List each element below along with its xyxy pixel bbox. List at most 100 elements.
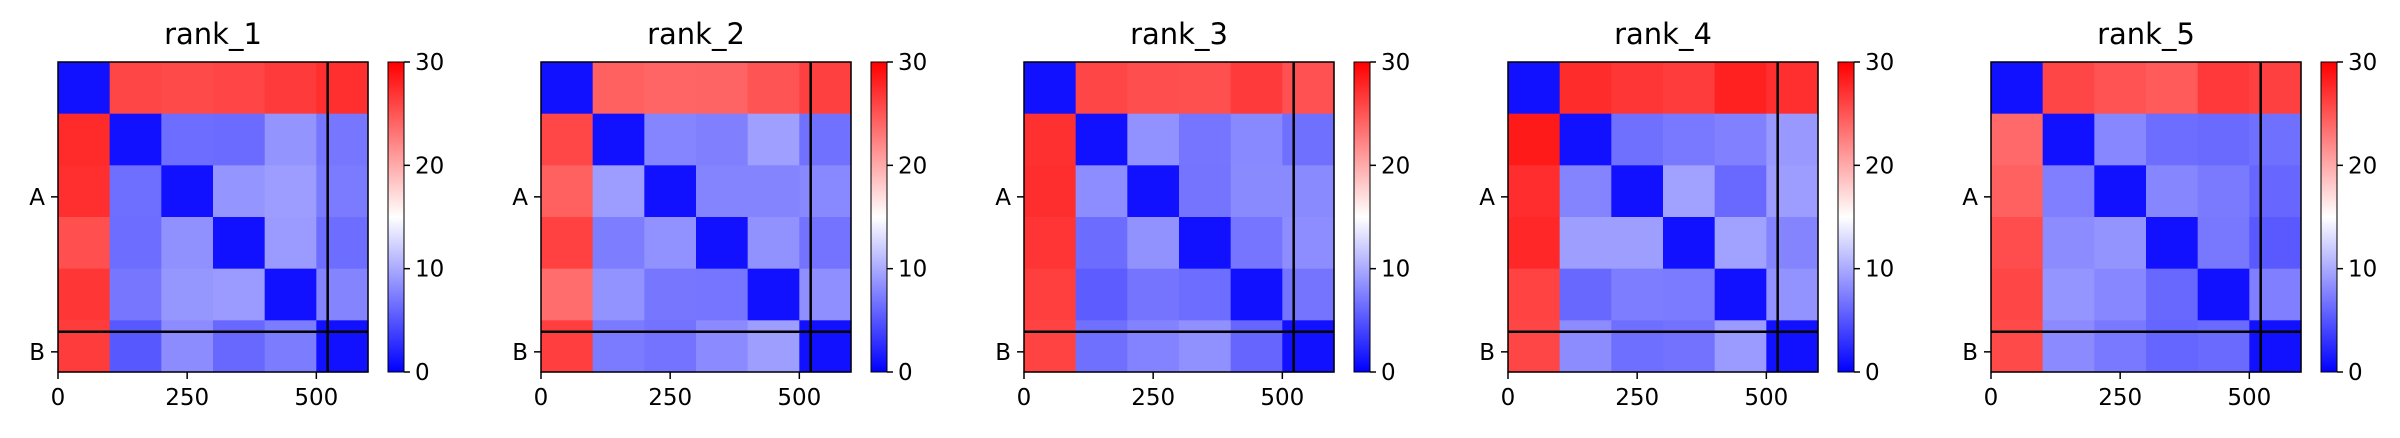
heatmap-cell [1508, 320, 1561, 373]
heatmap-cell [1075, 320, 1128, 373]
heatmap-cell [747, 62, 800, 115]
heatmap-cell [1024, 217, 1077, 270]
heatmap-cell [213, 320, 266, 373]
heatmap-cell [2094, 165, 2147, 218]
heatmap-cell [592, 62, 645, 115]
heatmap-cell [316, 217, 369, 270]
heatmap-cell [1127, 113, 1180, 166]
x-tick-label: 0 [1501, 385, 1516, 411]
heatmap-cell [109, 268, 162, 321]
heatmap-cell [2042, 217, 2095, 270]
heatmap-cell [109, 320, 162, 373]
chain-label-B: B [512, 340, 528, 366]
plot-frame [1023, 61, 1335, 373]
heatmap-cell [264, 113, 317, 166]
colorbar-tick-label: 0 [1381, 360, 1396, 386]
colorbar [387, 61, 405, 373]
heatmap-cell [1179, 165, 1232, 218]
heatmap-cell [1559, 62, 1612, 115]
colorbar [870, 61, 888, 373]
heatmap-cell [2146, 320, 2199, 373]
heatmap-cell [1230, 268, 1283, 321]
heatmap-cell [541, 62, 594, 115]
x-tick-label: 0 [534, 385, 549, 411]
heatmap-cell [1714, 217, 1767, 270]
heatmap-cell [1024, 113, 1077, 166]
heatmap-cell [644, 113, 697, 166]
colorbar [2320, 61, 2338, 373]
heatmap-cell [316, 62, 369, 115]
heatmap-cell [696, 217, 749, 270]
heatmap-cell [1024, 165, 1077, 218]
heatmap-cell [592, 165, 645, 218]
colorbar-tick-label: 10 [415, 257, 444, 283]
colorbar [1837, 61, 1855, 373]
heatmap-cell [1611, 165, 1664, 218]
heatmap-cell [747, 217, 800, 270]
heatmap-cell [1766, 268, 1819, 321]
heatmap-cell [696, 268, 749, 321]
chain-label-A: A [512, 185, 528, 211]
heatmap-cell [264, 165, 317, 218]
heatmap-cell [2094, 217, 2147, 270]
heatmap-cell [109, 165, 162, 218]
heatmap-cell [2094, 62, 2147, 115]
heatmap-cell [58, 165, 111, 218]
heatmap-cell [644, 320, 697, 373]
panel-title: rank_2 [647, 17, 745, 51]
heatmap-cell [1559, 217, 1612, 270]
chain-label-B: B [995, 340, 1011, 366]
heatmap-cell [644, 217, 697, 270]
colorbar-tick-label: 30 [1381, 50, 1410, 76]
heatmap-cell [2146, 217, 2199, 270]
heatmap-cell [1559, 320, 1612, 373]
heatmap-cell [1611, 217, 1664, 270]
heatmap-cell [541, 165, 594, 218]
heatmap-cell [2197, 217, 2250, 270]
heatmap-cell [1714, 320, 1767, 373]
heatmap-cell [1991, 217, 2044, 270]
heatmap-cell [2249, 217, 2302, 270]
colorbar-tick-label: 30 [1865, 50, 1894, 76]
heatmap-cell [1611, 320, 1664, 373]
plot-frame [57, 61, 369, 373]
colorbar-tick-label: 10 [898, 257, 927, 283]
heatmap-cell [1282, 320, 1335, 373]
panel-title: rank_5 [2097, 17, 2195, 51]
chain-label-A: A [1479, 185, 1495, 211]
heatmap-cell [799, 113, 852, 166]
chain-label-B: B [29, 340, 45, 366]
colorbar-tick-label: 20 [415, 153, 444, 179]
heatmap-cell [1127, 217, 1180, 270]
heatmap-cell [1766, 113, 1819, 166]
colorbar-tick-label: 20 [898, 153, 927, 179]
heatmap-cell [1024, 62, 1077, 115]
heatmap-cell [541, 320, 594, 373]
heatmap-cell [541, 113, 594, 166]
heatmap-cell [799, 165, 852, 218]
heatmap-cell [1991, 113, 2044, 166]
heatmap-cell [1559, 165, 1612, 218]
x-tick-label: 250 [2098, 385, 2142, 411]
chain-label-A: A [1962, 185, 1978, 211]
heatmap-cell [1127, 165, 1180, 218]
heatmap-cell [1766, 320, 1819, 373]
heatmap-cell [1611, 268, 1664, 321]
heatmap-cell [1663, 62, 1716, 115]
heatmap-cell [58, 113, 111, 166]
heatmap-cell [316, 320, 369, 373]
heatmap-cell [2197, 113, 2250, 166]
chain-label-B: B [1479, 340, 1495, 366]
heatmap-cell [109, 62, 162, 115]
heatmap-cell [2197, 62, 2250, 115]
heatmap-cell [1282, 165, 1335, 218]
heatmap-cell [161, 62, 214, 115]
heatmap-cell [1611, 113, 1664, 166]
heatmap-cell [2042, 320, 2095, 373]
heatmap-cells [1991, 62, 2302, 373]
heatmap-cell [58, 62, 111, 115]
